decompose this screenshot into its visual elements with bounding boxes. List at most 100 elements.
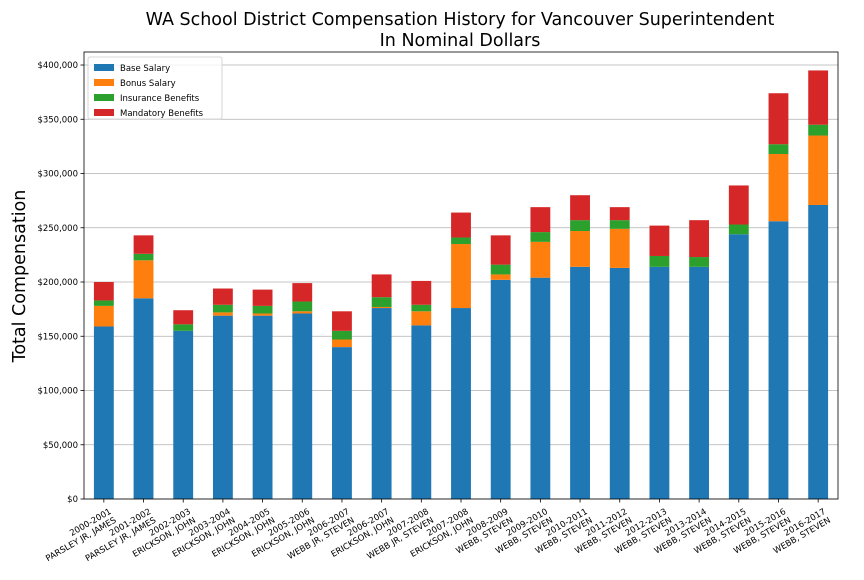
bar-base-salary — [490, 279, 511, 499]
legend-frame — [87, 56, 223, 120]
x-tick-labels: 2000-2001PARSLEY JR, JAMES2001-2002PARSL… — [39, 499, 833, 564]
bar-mandatory-benefits — [689, 220, 710, 258]
bar-insurance-benefits — [649, 255, 670, 267]
bar-base-salary — [451, 308, 471, 499]
bar-mandatory-benefits — [768, 93, 789, 145]
bar-insurance-benefits — [93, 300, 114, 306]
y-tick-label: $300,000 — [37, 170, 78, 180]
bar-base-salary — [212, 315, 233, 499]
bar-base-salary — [649, 266, 670, 499]
y-tick-labels: $0 $50,000 $100,000 $150,000 $200,000 $250,00… — [37, 61, 84, 505]
bar-insurance-benefits — [371, 297, 392, 307]
bar-mandatory-benefits — [490, 235, 511, 265]
bar-bonus-salary — [292, 311, 313, 314]
bar-base-salary — [530, 277, 551, 499]
bar-mandatory-benefits — [609, 207, 630, 221]
bar-insurance-benefits — [530, 232, 551, 242]
legend-label: Base Salary — [120, 64, 170, 74]
bar-insurance-benefits — [332, 330, 352, 340]
chart-title: WA School District Compensation History … — [146, 10, 775, 30]
legend-swatch — [94, 109, 114, 116]
bars — [93, 70, 829, 499]
x-tick-text: 2000-2001PARSLEY JR, JAMES — [39, 507, 118, 564]
bar-insurance-benefits — [490, 264, 511, 275]
bar-bonus-salary — [808, 135, 829, 205]
bar-insurance-benefits — [689, 257, 710, 267]
x-tick-label: 2000-2001PARSLEY JR, JAMES — [39, 507, 118, 564]
bar-bonus-salary — [133, 260, 154, 299]
y-axis-label: Total Compensation — [10, 190, 30, 364]
bar-mandatory-benefits — [649, 225, 670, 256]
bar-base-salary — [332, 347, 352, 499]
y-tick-label: $200,000 — [37, 278, 78, 288]
legend-swatch — [94, 64, 114, 71]
bar-bonus-salary — [252, 313, 273, 316]
bar-bonus-salary — [212, 312, 233, 316]
bar-base-salary — [728, 234, 749, 499]
y-tick-label: $0 — [67, 495, 78, 505]
bar-bonus-salary — [609, 228, 630, 268]
bar-base-salary — [371, 308, 392, 499]
bar-bonus-salary — [570, 231, 590, 267]
bar-base-salary — [689, 266, 710, 499]
chart-subtitle: In Nominal Dollars — [380, 31, 541, 51]
bar-mandatory-benefits — [808, 70, 829, 125]
bar-base-salary — [570, 266, 590, 499]
bar-base-salary — [93, 326, 114, 499]
bar-insurance-benefits — [768, 144, 789, 154]
bar-base-salary — [808, 204, 829, 499]
bar-mandatory-benefits — [411, 280, 432, 305]
bar-base-salary — [252, 315, 273, 499]
y-tick-label: $150,000 — [37, 332, 78, 342]
bar-insurance-benefits — [292, 301, 313, 312]
y-tick-label: $350,000 — [37, 115, 78, 125]
bar-insurance-benefits — [173, 324, 194, 331]
bar-mandatory-benefits — [212, 288, 233, 305]
bar-insurance-benefits — [570, 220, 590, 232]
bar-insurance-benefits — [451, 237, 471, 245]
bar-mandatory-benefits — [530, 207, 551, 233]
y-tick-label: $100,000 — [37, 387, 78, 397]
bar-bonus-salary — [411, 311, 432, 326]
y-tick-label: $250,000 — [37, 224, 78, 234]
bar-insurance-benefits — [252, 305, 273, 314]
bar-mandatory-benefits — [728, 185, 749, 225]
bar-mandatory-benefits — [332, 311, 352, 331]
legend-swatch — [94, 94, 114, 101]
y-tick-label: $50,000 — [43, 441, 78, 451]
legend-label: Insurance Benefits — [120, 94, 200, 104]
bar-base-salary — [173, 330, 194, 499]
bar-bonus-salary — [332, 339, 352, 348]
bar-mandatory-benefits — [93, 282, 114, 301]
bar-base-salary — [768, 221, 789, 499]
bar-base-salary — [609, 267, 630, 499]
bar-mandatory-benefits — [570, 195, 590, 221]
bar-bonus-salary — [451, 244, 471, 309]
bar-base-salary — [292, 313, 313, 499]
bar-mandatory-benefits — [252, 289, 273, 306]
bar-bonus-salary — [490, 274, 511, 280]
bar-insurance-benefits — [609, 220, 630, 229]
bar-insurance-benefits — [728, 224, 749, 235]
bar-bonus-salary — [530, 241, 551, 278]
bar-mandatory-benefits — [292, 283, 313, 302]
bar-bonus-salary — [768, 153, 789, 222]
bar-insurance-benefits — [411, 304, 432, 312]
bar-mandatory-benefits — [173, 310, 194, 325]
legend-swatch — [94, 79, 114, 86]
bar-bonus-salary — [371, 306, 392, 309]
legend-label: Mandatory Benefits — [120, 109, 204, 119]
bar-mandatory-benefits — [451, 212, 471, 238]
bar-mandatory-benefits — [133, 235, 154, 254]
bar-insurance-benefits — [212, 304, 233, 313]
bar-mandatory-benefits — [371, 274, 392, 298]
legend-label: Bonus Salary — [120, 79, 176, 89]
bar-insurance-benefits — [133, 253, 154, 261]
bar-base-salary — [411, 325, 432, 499]
bar-bonus-salary — [93, 305, 114, 327]
y-tick-label: $400,000 — [37, 61, 78, 71]
legend: Base Salary Bonus Salary Insurance Benefit… — [87, 56, 223, 120]
bar-base-salary — [133, 298, 154, 499]
